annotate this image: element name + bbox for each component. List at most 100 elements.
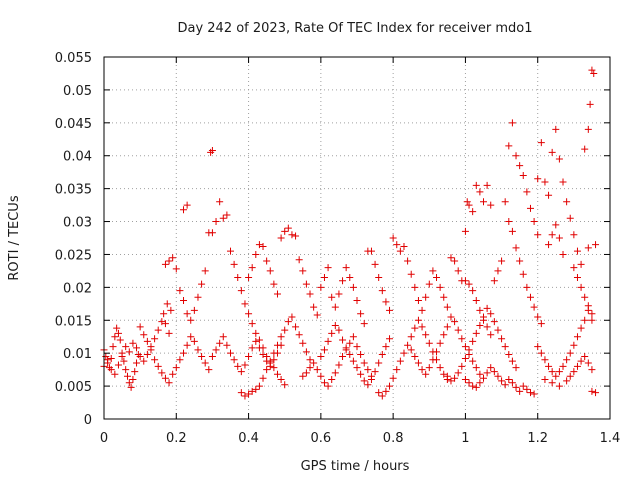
data-point bbox=[545, 241, 553, 249]
data-point bbox=[163, 300, 171, 308]
data-point bbox=[245, 310, 253, 318]
data-point bbox=[360, 320, 368, 328]
data-point bbox=[418, 366, 426, 374]
data-point bbox=[501, 343, 509, 351]
data-point bbox=[313, 311, 321, 319]
data-point bbox=[469, 337, 477, 345]
data-point bbox=[555, 234, 563, 242]
data-point bbox=[133, 359, 141, 367]
data-point bbox=[230, 260, 238, 268]
data-point bbox=[584, 302, 592, 310]
data-point bbox=[127, 383, 135, 391]
data-point bbox=[563, 356, 571, 364]
y-tick-label: 0.005 bbox=[55, 380, 92, 395]
data-point bbox=[411, 324, 419, 332]
data-point bbox=[469, 382, 477, 390]
data-point bbox=[143, 350, 151, 358]
data-point bbox=[433, 348, 441, 356]
data-point bbox=[386, 335, 394, 343]
data-point bbox=[360, 359, 368, 367]
data-point bbox=[302, 348, 310, 356]
data-point bbox=[208, 146, 216, 154]
data-point bbox=[581, 316, 589, 324]
data-point bbox=[461, 343, 469, 351]
data-point bbox=[104, 356, 112, 364]
data-point bbox=[205, 366, 213, 374]
x-axis-label: GPS time / hours bbox=[301, 459, 410, 474]
data-point bbox=[494, 326, 502, 334]
data-point bbox=[241, 361, 249, 369]
data-point bbox=[586, 100, 594, 108]
data-point bbox=[223, 341, 231, 349]
data-point bbox=[165, 257, 173, 265]
data-point bbox=[165, 329, 173, 337]
data-point bbox=[414, 297, 422, 305]
data-point bbox=[422, 293, 430, 301]
data-point bbox=[281, 227, 289, 235]
data-point bbox=[136, 323, 144, 331]
data-point bbox=[530, 303, 538, 311]
data-point bbox=[299, 372, 307, 380]
data-point bbox=[140, 357, 148, 365]
data-point bbox=[480, 198, 487, 206]
data-point bbox=[494, 372, 502, 380]
data-point bbox=[501, 381, 509, 389]
data-point bbox=[422, 331, 430, 339]
data-point bbox=[237, 389, 245, 397]
data-point bbox=[131, 368, 139, 376]
data-point bbox=[371, 260, 379, 268]
data-point bbox=[378, 392, 386, 400]
data-point bbox=[324, 337, 332, 345]
data-point bbox=[165, 379, 173, 387]
x-tick-label: 1.2 bbox=[527, 431, 548, 446]
data-point bbox=[545, 191, 553, 199]
data-point bbox=[180, 206, 188, 214]
data-point bbox=[292, 232, 300, 240]
data-point bbox=[407, 346, 415, 354]
data-point bbox=[151, 356, 159, 364]
data-point bbox=[505, 376, 513, 384]
data-point bbox=[114, 361, 122, 369]
data-point bbox=[436, 364, 444, 372]
data-point bbox=[396, 247, 404, 255]
data-point bbox=[534, 313, 542, 321]
data-point bbox=[573, 362, 581, 370]
data-point bbox=[129, 376, 137, 384]
data-point bbox=[476, 322, 484, 330]
data-point bbox=[113, 324, 121, 332]
data-point bbox=[508, 119, 516, 127]
data-point bbox=[494, 267, 502, 275]
data-point bbox=[176, 287, 184, 295]
data-point bbox=[248, 320, 256, 328]
data-point bbox=[245, 390, 253, 398]
data-point bbox=[367, 247, 375, 255]
data-point bbox=[501, 198, 509, 206]
data-point bbox=[461, 376, 469, 384]
data-point bbox=[331, 322, 339, 330]
y-tick-label: 0.025 bbox=[55, 248, 92, 263]
data-point bbox=[227, 247, 234, 255]
data-point bbox=[440, 370, 448, 378]
data-point bbox=[382, 343, 390, 351]
data-point bbox=[400, 243, 408, 251]
data-point bbox=[407, 333, 415, 341]
data-point bbox=[526, 204, 534, 212]
data-point bbox=[349, 333, 357, 341]
data-point bbox=[382, 298, 390, 306]
data-point bbox=[581, 293, 589, 301]
data-point bbox=[270, 280, 278, 288]
data-point bbox=[537, 320, 545, 328]
data-point bbox=[266, 362, 274, 370]
x-tick-label: 0.2 bbox=[166, 431, 187, 446]
data-point bbox=[581, 352, 589, 360]
data-point bbox=[281, 326, 289, 334]
data-point bbox=[487, 201, 495, 209]
data-point bbox=[530, 218, 538, 226]
data-point bbox=[125, 348, 133, 356]
data-point bbox=[194, 346, 202, 354]
data-point bbox=[273, 349, 281, 357]
x-tick-labels: 0 0.2 0.4 0.6 0.8 1 1.2 1.4 bbox=[100, 431, 620, 446]
data-point bbox=[577, 260, 585, 268]
data-point bbox=[107, 354, 115, 362]
data-point bbox=[122, 366, 130, 374]
